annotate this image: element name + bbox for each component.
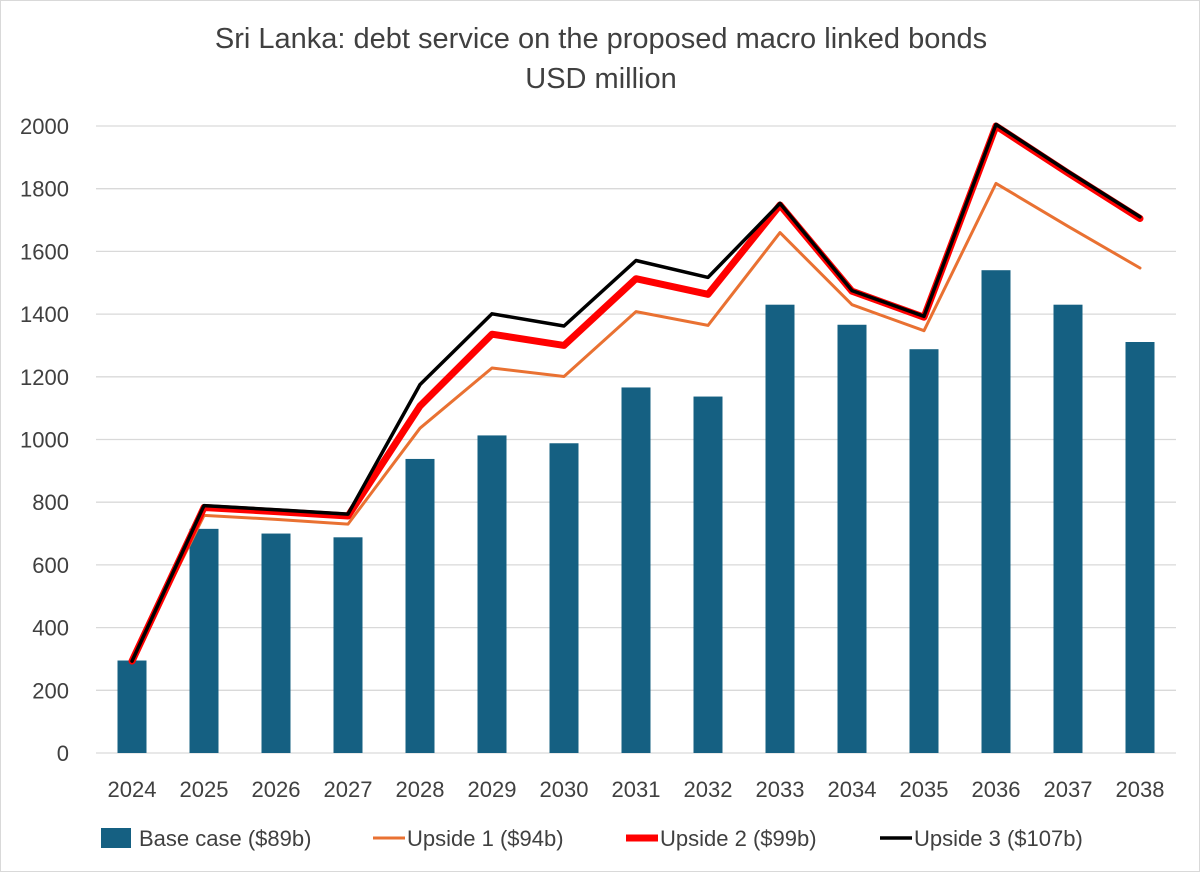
y-tick-label: 800 (32, 490, 69, 515)
bar (765, 304, 795, 753)
bar (837, 324, 867, 753)
y-tick-label: 400 (32, 616, 69, 641)
x-tick-label: 2030 (540, 777, 589, 802)
bar (261, 533, 291, 753)
bar (693, 396, 723, 753)
x-axis-tick-labels: 2024 2025 2026 2027 2028 2029 2030 2031 2032 2033… (108, 777, 1165, 802)
y-tick-label: 0 (57, 741, 69, 766)
x-tick-label: 2036 (972, 777, 1021, 802)
bar (1053, 304, 1083, 753)
x-tick-label: 2025 (180, 777, 229, 802)
y-tick-label: 1000 (20, 428, 69, 453)
y-tick-label: 600 (32, 553, 69, 578)
x-tick-label: 2032 (684, 777, 733, 802)
bar (117, 660, 147, 753)
series-line-3 (130, 122, 1142, 663)
x-tick-label: 2026 (252, 777, 301, 802)
legend-swatch (101, 828, 131, 848)
legend-label: Upside 3 ($107b) (914, 826, 1083, 851)
legend: Base case ($89b) Upside 1 ($94b) Upside 2 … (101, 826, 1083, 851)
bar (477, 435, 507, 753)
x-tick-label: 2038 (1116, 777, 1165, 802)
chart-title: Sri Lanka: debt service on the proposed … (214, 23, 988, 55)
line-series (128, 122, 1144, 665)
x-tick-label: 2035 (900, 777, 949, 802)
x-tick-label: 2031 (612, 777, 661, 802)
y-tick-label: 2000 (20, 114, 69, 139)
x-tick-label: 2034 (828, 777, 877, 802)
legend-label: Upside 1 ($94b) (407, 826, 564, 851)
y-axis-tick-labels: 0 200 400 600 800 1000 1200 1400 1600 1800 2000 (20, 114, 69, 766)
bar-series (117, 270, 1155, 753)
bar (909, 349, 939, 753)
legend-label: Base case ($89b) (139, 826, 311, 851)
chart-title-block: Sri Lanka: debt service on the proposed … (1, 19, 1200, 99)
x-tick-label: 2027 (324, 777, 373, 802)
bar (549, 443, 579, 753)
x-tick-label: 2028 (396, 777, 445, 802)
y-tick-label: 1400 (20, 302, 69, 327)
bar (405, 458, 435, 753)
bar (189, 528, 219, 753)
y-tick-label: 1800 (20, 177, 69, 202)
y-tick-label: 200 (32, 678, 69, 703)
x-tick-label: 2033 (756, 777, 805, 802)
bar (621, 387, 651, 753)
y-tick-label: 1200 (20, 365, 69, 390)
bar (333, 537, 363, 753)
chart-subtitle: USD million (525, 63, 677, 95)
legend-label: Upside 2 ($99b) (660, 826, 817, 851)
x-tick-label: 2029 (468, 777, 517, 802)
x-tick-label: 2024 (108, 777, 157, 802)
y-tick-label: 1600 (20, 239, 69, 264)
bar (981, 270, 1011, 753)
bar (1125, 342, 1155, 753)
series-line-1 (130, 181, 1142, 663)
x-tick-label: 2037 (1044, 777, 1093, 802)
